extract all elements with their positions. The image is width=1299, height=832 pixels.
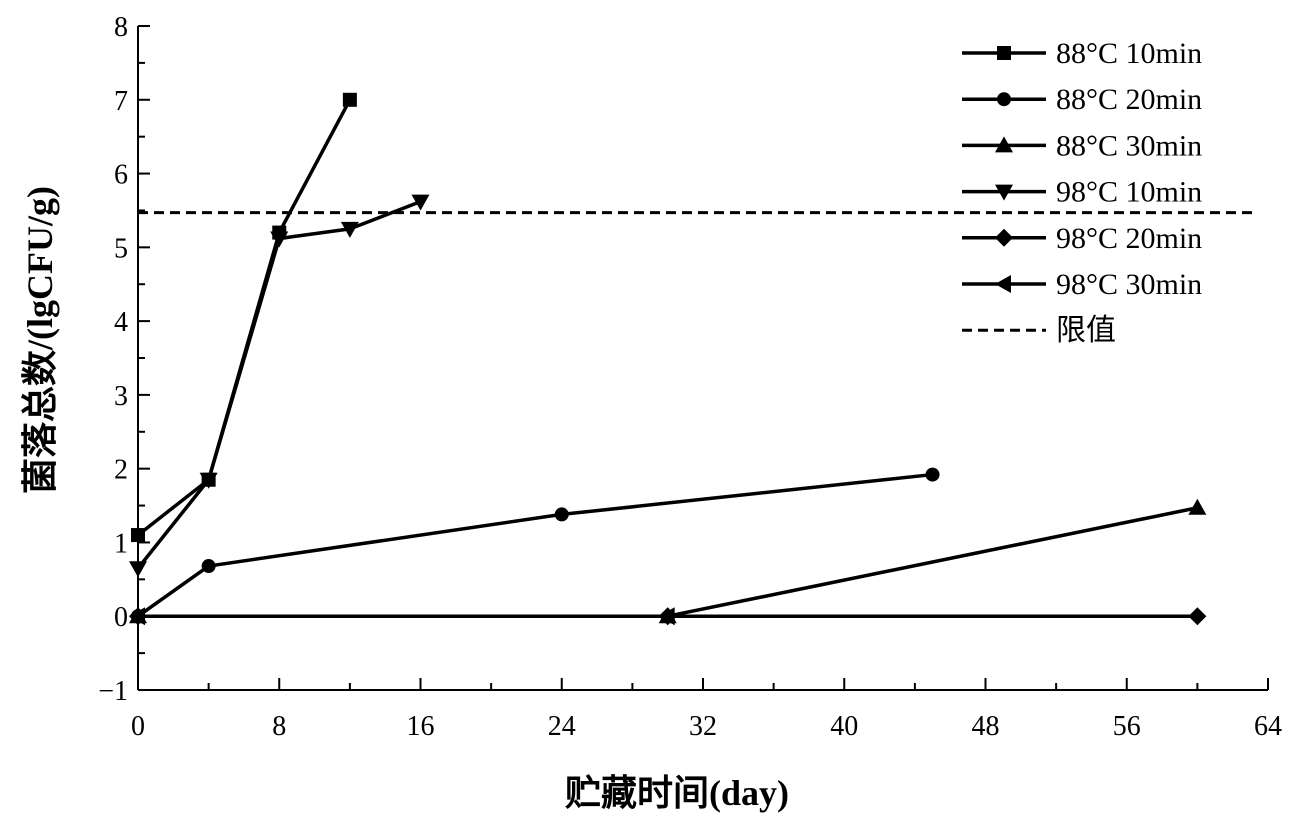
legend-marker [995,228,1013,247]
series-line [136,472,933,618]
series-5 [129,607,675,626]
y-tick-label: 8 [114,12,128,43]
x-tick-label: 32 [689,711,717,742]
data-point [1188,498,1207,515]
legend-label: 88°C 30min [1056,129,1202,162]
series-line [136,199,422,570]
data-point [270,231,289,248]
y-tick-label: −1 [98,676,128,707]
data-point [658,607,675,626]
data-point [554,507,569,522]
legend-item: 88°C 10min [962,37,1202,70]
data-point [129,561,147,578]
data-point [411,194,430,211]
data-point [342,92,357,107]
x-tick-label: 48 [972,711,1000,742]
data-point [129,607,145,626]
data-point [1188,607,1207,626]
y-tick-label: 3 [114,381,128,412]
series-1 [131,467,940,624]
legend-label: 88°C 20min [1056,83,1202,116]
series-line [136,98,352,537]
data-point [340,221,359,238]
series-0 [131,92,357,543]
x-tick-label: 8 [272,711,286,742]
legend-label: 98°C 20min [1056,222,1202,255]
x-tick-label: 24 [548,711,576,742]
legend: 88°C 10min 88°C 20min 88°C 30min 98°C 10min… [962,37,1202,347]
x-tick-label: 56 [1113,711,1141,742]
legend-item: 88°C 20min [962,83,1202,116]
series-line [138,506,1198,618]
y-tick-label: 7 [114,86,128,117]
legend-marker [997,92,1011,107]
series-3 [129,194,430,578]
legend-label: 98°C 10min [1056,176,1202,209]
legend-marker [997,46,1011,60]
y-tick-label: 1 [114,528,128,559]
y-axis-title: 菌落总数/(lgCFU/g) [20,186,60,494]
x-axis-title: 贮藏时间(day) [565,773,789,813]
y-tick-label: 5 [114,233,128,264]
y-tick-label: 2 [114,455,128,486]
data-point [925,467,940,482]
legend-item: 98°C 10min [962,176,1202,209]
legend-marker [995,275,1011,293]
series-2 [129,498,1207,624]
x-tick-label: 16 [407,711,435,742]
legend-label: 98°C 30min [1056,268,1202,301]
x-tick-label: 40 [830,711,858,742]
legend-item: 98°C 20min [962,222,1202,255]
legend-item: 限值 [962,314,1116,347]
data-point [199,472,218,489]
data-point [201,559,216,574]
legend-item: 98°C 30min [962,268,1202,301]
x-tick-label: 64 [1254,711,1282,742]
series-layer [129,92,1256,626]
y-tick-label: 6 [114,160,128,191]
legend-item: 88°C 30min [962,129,1202,162]
data-point [131,528,145,543]
y-tick-label: 0 [114,602,128,633]
y-tick-label: 4 [114,307,128,338]
legend-label: 限值 [1056,314,1116,347]
legend-marker [995,136,1013,153]
legend-marker [995,184,1013,201]
x-tick-label: 0 [131,711,145,742]
legend-label: 88°C 10min [1056,37,1202,70]
